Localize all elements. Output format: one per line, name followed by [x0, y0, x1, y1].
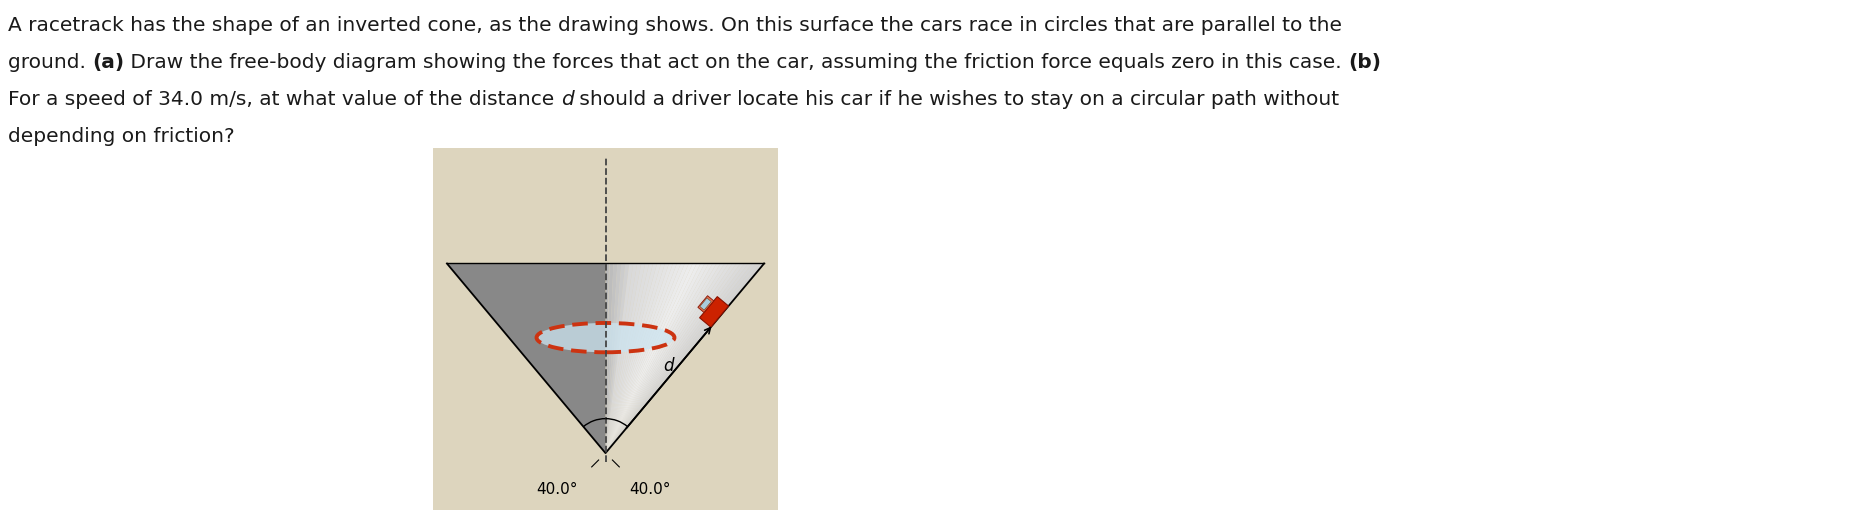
Text: ground.: ground.: [7, 53, 92, 72]
Text: depending on friction?: depending on friction?: [7, 127, 235, 146]
Polygon shape: [605, 264, 757, 453]
Polygon shape: [605, 264, 653, 453]
Polygon shape: [605, 264, 660, 453]
Polygon shape: [605, 264, 736, 453]
Polygon shape: [605, 264, 733, 453]
Polygon shape: [605, 264, 744, 453]
Polygon shape: [605, 264, 636, 453]
Polygon shape: [605, 264, 747, 453]
Polygon shape: [605, 264, 622, 453]
Polygon shape: [699, 297, 729, 327]
Polygon shape: [605, 264, 614, 453]
Polygon shape: [605, 264, 705, 453]
Polygon shape: [605, 264, 729, 453]
Polygon shape: [605, 264, 740, 453]
Polygon shape: [605, 264, 629, 453]
Polygon shape: [605, 264, 670, 453]
Text: A racetrack has the shape of an inverted cone, as the drawing shows. On this sur: A racetrack has the shape of an inverted…: [7, 16, 1341, 35]
Polygon shape: [605, 264, 688, 453]
Polygon shape: [605, 264, 709, 453]
Polygon shape: [605, 264, 646, 453]
Text: should a driver locate his car if he wishes to stay on a circular path without: should a driver locate his car if he wis…: [574, 90, 1339, 109]
Text: (a): (a): [92, 53, 124, 72]
Polygon shape: [605, 264, 618, 453]
Text: d: d: [561, 90, 574, 109]
Polygon shape: [605, 264, 625, 453]
Polygon shape: [605, 264, 673, 453]
Text: 40.0°: 40.0°: [629, 483, 672, 497]
Polygon shape: [605, 264, 692, 453]
Polygon shape: [605, 264, 712, 453]
Polygon shape: [605, 264, 725, 453]
Polygon shape: [605, 264, 642, 453]
Polygon shape: [605, 264, 633, 453]
Text: For a speed of 34.0 m/s, at what value of the distance: For a speed of 34.0 m/s, at what value o…: [7, 90, 561, 109]
Ellipse shape: [536, 323, 675, 352]
Polygon shape: [605, 264, 764, 453]
Polygon shape: [605, 264, 760, 453]
Polygon shape: [605, 264, 720, 453]
Polygon shape: [605, 264, 697, 453]
Polygon shape: [448, 264, 605, 453]
Polygon shape: [605, 264, 681, 453]
Text: (b): (b): [1349, 53, 1382, 72]
Text: Draw the free-body diagram showing the forces that act on the car, assuming the : Draw the free-body diagram showing the f…: [124, 53, 1349, 72]
Polygon shape: [699, 298, 710, 310]
Polygon shape: [605, 264, 716, 453]
Polygon shape: [605, 264, 701, 453]
Polygon shape: [605, 264, 609, 453]
Polygon shape: [697, 296, 714, 312]
Polygon shape: [605, 264, 657, 453]
Polygon shape: [605, 264, 677, 453]
Polygon shape: [605, 264, 753, 453]
Text: 40.0°: 40.0°: [536, 483, 577, 497]
Polygon shape: [605, 264, 684, 453]
Text: d: d: [662, 357, 673, 375]
Polygon shape: [605, 264, 649, 453]
Polygon shape: [605, 264, 664, 453]
